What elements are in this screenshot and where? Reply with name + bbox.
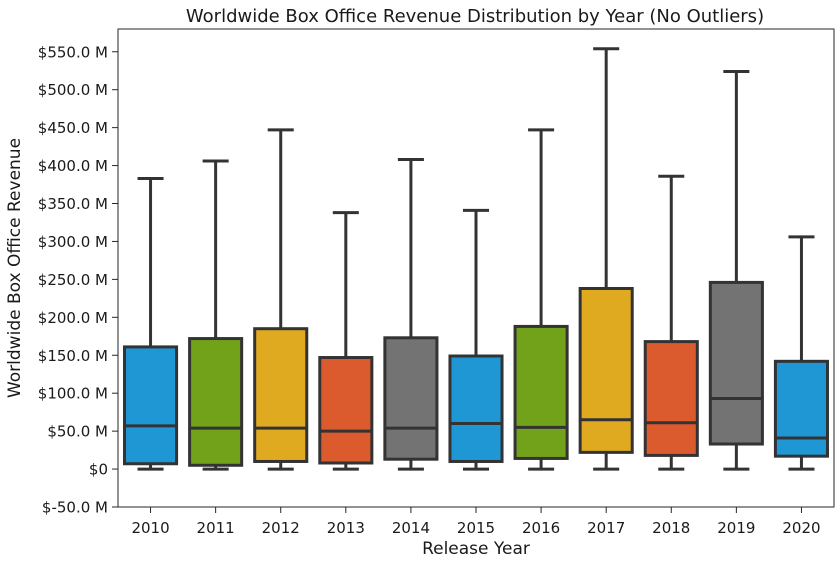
plot-frame [117, 28, 835, 508]
x-tick-label: 2013 [327, 519, 365, 537]
iqr-box [773, 359, 829, 458]
x-tick-label: 2015 [457, 519, 495, 537]
box-2016 [513, 128, 569, 471]
box-2019 [708, 69, 764, 471]
y-tick-label: $550.0 M [38, 43, 108, 61]
box-2020 [773, 235, 829, 471]
box-2012 [253, 128, 309, 471]
y-tick-label: $250.0 M [38, 271, 108, 289]
y-tick-label: $500.0 M [38, 81, 108, 99]
y-tick-label: $350.0 M [38, 195, 108, 213]
iqr-box [188, 337, 244, 467]
y-axis: $-50.0 M $0 $50.0 M $100.0 M $150.0 M $200.0 … [38, 43, 118, 517]
x-tick-label: 2010 [131, 519, 169, 537]
y-tick-label: $300.0 M [38, 233, 108, 251]
x-tick-label: 2011 [197, 519, 235, 537]
x-tick-label: 2020 [782, 519, 820, 537]
x-axis: 2010 2011 2012 2013 2014 2015 2016 2017 2018 2019… [131, 507, 821, 537]
y-tick-label: $200.0 M [38, 309, 108, 327]
y-tick-label: $150.0 M [38, 347, 108, 365]
y-tick-label: $450.0 M [38, 119, 108, 137]
chart-title: Worldwide Box Office Revenue Distributio… [186, 6, 764, 27]
box-series [123, 47, 829, 471]
iqr-box [513, 324, 569, 460]
box-2017 [578, 47, 634, 471]
x-tick-label: 2019 [717, 519, 755, 537]
y-tick-label: $0 [89, 461, 108, 479]
box-2015 [448, 208, 504, 471]
iqr-box [253, 327, 309, 463]
y-tick-label: $-50.0 M [42, 499, 108, 517]
iqr-box [318, 356, 374, 465]
box-2011 [188, 159, 244, 471]
x-tick-label: 2017 [587, 519, 625, 537]
box-2014 [383, 158, 439, 471]
x-axis-label: Release Year [422, 539, 530, 559]
iqr-box [708, 280, 764, 446]
x-tick-label: 2014 [392, 519, 430, 537]
iqr-box [643, 340, 699, 457]
iqr-box [448, 354, 504, 463]
box-2018 [643, 174, 699, 471]
x-tick-label: 2018 [652, 519, 690, 537]
box-2010 [123, 176, 179, 471]
x-tick-label: 2012 [262, 519, 300, 537]
y-tick-label: $400.0 M [38, 157, 108, 175]
y-axis-label: Worldwide Box Office Revenue [5, 138, 25, 398]
y-tick-label: $50.0 M [47, 423, 108, 441]
y-tick-label: $100.0 M [38, 385, 108, 403]
x-tick-label: 2016 [522, 519, 560, 537]
box-2013 [318, 211, 374, 471]
iqr-box [123, 345, 179, 466]
iqr-box [578, 286, 634, 454]
iqr-box [383, 336, 439, 461]
